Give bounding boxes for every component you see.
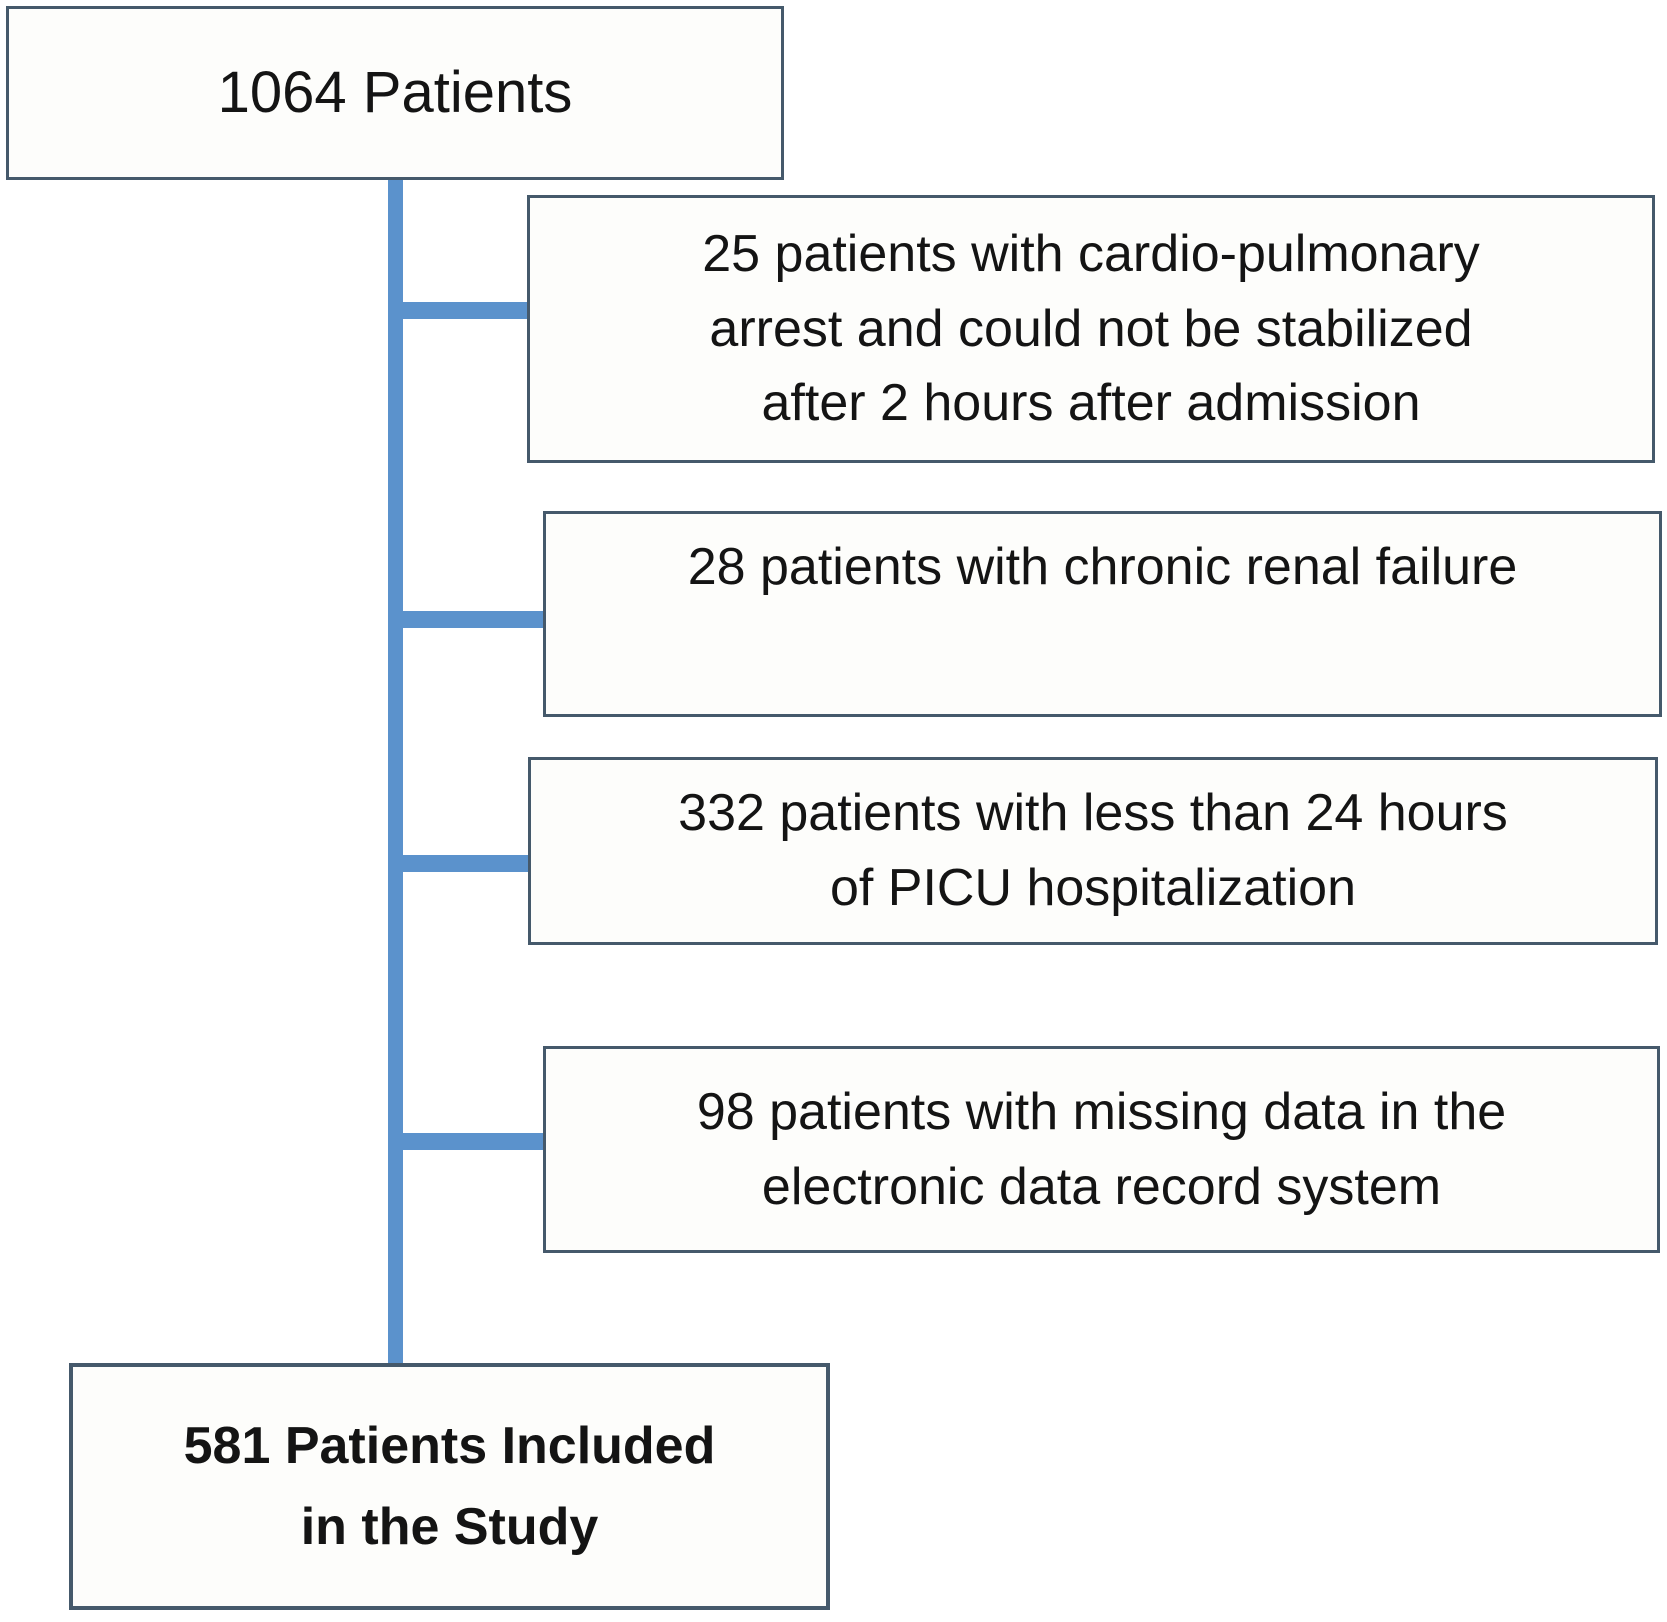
result-line-1: 581 Patients Included [183,1416,716,1475]
connector-branch-exclusion-2 [402,611,543,628]
box-result-included-patients: 581 Patients Included in the Study [69,1363,830,1610]
exclusion-4-line-1: 98 patients with missing data in the [696,1082,1507,1141]
connector-branch-exclusion-1 [402,302,527,319]
source-patients-text: 1064 Patients [217,60,573,126]
result-line-2: in the Study [300,1497,599,1556]
exclusion-3-line-1: 332 patients with less than 24 hours [678,784,1508,843]
exclusion-1-line-3: after 2 hours after admission [761,374,1421,433]
box-exclusion-chronic-renal-failure: 28 patients with chronic renal failure [543,511,1662,717]
connector-vertical-line [388,178,403,1365]
connector-branch-exclusion-4 [402,1133,543,1150]
box-source-patients: 1064 Patients [6,6,784,180]
exclusion-1-line-2: arrest and could not be stabilized [709,299,1473,358]
exclusion-4-line-2: electronic data record system [761,1157,1442,1216]
connector-branch-exclusion-3 [402,855,528,872]
exclusion-1-line-1: 25 patients with cardio-pulmonary [702,224,1480,283]
box-exclusion-cardiopulmonary-arrest: 25 patients with cardio-pulmonary arrest… [527,195,1655,463]
exclusion-2-line-1: 28 patients with chronic renal failure [687,538,1518,596]
box-exclusion-missing-data: 98 patients with missing data in the ele… [543,1046,1660,1253]
box-exclusion-short-picu-stay: 332 patients with less than 24 hours of … [528,757,1658,945]
exclusion-3-line-2: of PICU hospitalization [829,859,1357,917]
